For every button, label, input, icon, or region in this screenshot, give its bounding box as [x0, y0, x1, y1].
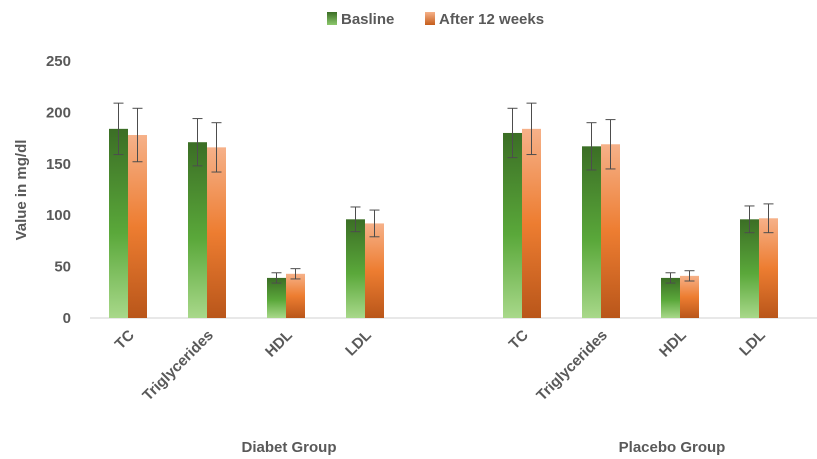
error-bar	[526, 102, 537, 156]
category-label: Triglycerides	[533, 327, 610, 404]
error-bar	[744, 205, 755, 234]
error-bar	[350, 206, 361, 233]
legend: Basline After 12 weeks	[327, 11, 544, 28]
group-label-placebo: Placebo Group	[619, 439, 726, 456]
bar-basline	[503, 132, 522, 318]
y-tick-label: 250	[46, 53, 71, 70]
bar-basline	[661, 277, 680, 318]
y-axis-label: Value in mg/dl	[13, 140, 30, 241]
bar-after-12-weeks	[680, 275, 699, 318]
legend-swatch-basline	[327, 12, 337, 25]
category-label: LDL	[342, 327, 375, 360]
bar-after-12-weeks	[601, 144, 620, 318]
bar-after-12-weeks	[286, 273, 305, 318]
bar-after-12-weeks	[207, 147, 226, 318]
category-label: Triglycerides	[139, 327, 216, 404]
y-tick-label: 200	[46, 104, 71, 121]
error-bar	[665, 272, 676, 284]
error-bar	[763, 203, 774, 234]
category-label: LDL	[736, 327, 769, 360]
legend-label-basline: Basline	[341, 11, 394, 28]
error-bar	[507, 107, 518, 159]
bar-basline	[740, 219, 759, 318]
category-label: TC	[112, 327, 138, 353]
error-bar	[271, 272, 282, 284]
bar-after-12-weeks	[128, 135, 147, 318]
bars-layer	[109, 102, 778, 318]
bar-basline	[188, 142, 207, 318]
bar-after-12-weeks	[522, 128, 541, 318]
y-tick-label: 100	[46, 207, 71, 224]
legend-label-after-12-weeks: After 12 weeks	[439, 11, 544, 28]
legend-swatch-after-12-weeks	[425, 12, 435, 25]
error-bar	[369, 209, 380, 238]
group-label-diabet: Diabet Group	[241, 439, 336, 456]
error-bar	[132, 107, 143, 163]
category-label: HDL	[262, 327, 296, 361]
y-tick-label: 150	[46, 156, 71, 173]
bar-after-12-weeks	[759, 218, 778, 318]
bar-basline	[346, 219, 365, 318]
bar-basline	[582, 146, 601, 318]
bar-after-12-weeks	[365, 223, 384, 318]
error-bar	[586, 122, 597, 171]
error-bar	[290, 268, 301, 280]
y-tick-label: 50	[54, 259, 71, 276]
error-bar	[605, 119, 616, 170]
bar-basline	[267, 277, 286, 318]
error-bar	[192, 118, 203, 167]
category-label: HDL	[656, 327, 690, 361]
error-bar	[113, 102, 124, 156]
error-bar	[211, 122, 222, 173]
error-bar	[684, 270, 695, 282]
y-tick-label: 0	[63, 310, 71, 327]
category-labels: TC Triglycerides HDL LDL TC Triglyceride…	[112, 327, 769, 405]
category-label: TC	[506, 327, 532, 353]
y-axis-ticks: 0 50 100 150 200 250	[46, 53, 71, 327]
bar-basline	[109, 128, 128, 318]
